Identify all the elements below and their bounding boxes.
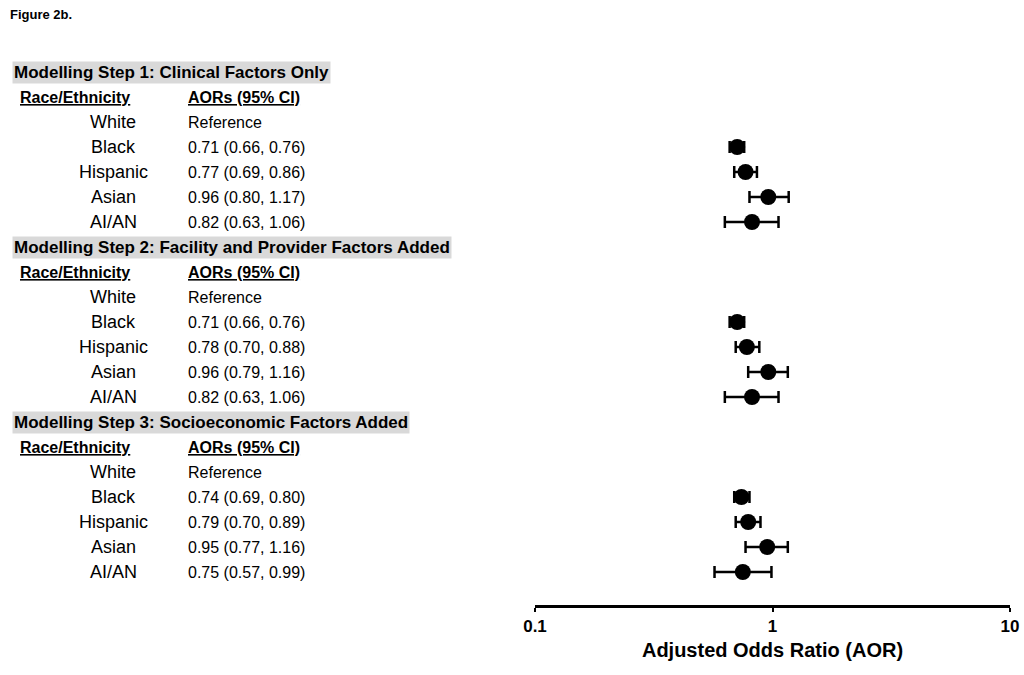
svg-text:White: White: [90, 462, 136, 482]
svg-text:AORs (95% CI): AORs (95% CI): [188, 439, 300, 456]
svg-text:0.71 (0.66, 0.76): 0.71 (0.66, 0.76): [188, 314, 305, 331]
svg-text:AI/AN: AI/AN: [90, 212, 137, 232]
svg-text:AI/AN: AI/AN: [90, 387, 137, 407]
svg-text:Race/Ethnicity: Race/Ethnicity: [20, 264, 130, 281]
svg-text:10: 10: [1001, 617, 1020, 636]
svg-text:0.77 (0.69, 0.86): 0.77 (0.69, 0.86): [188, 164, 305, 181]
svg-text:Reference: Reference: [188, 289, 262, 306]
svg-text:0.78 (0.70, 0.88): 0.78 (0.70, 0.88): [188, 339, 305, 356]
svg-text:Asian: Asian: [91, 362, 136, 382]
svg-text:Race/Ethnicity: Race/Ethnicity: [20, 439, 130, 456]
svg-text:White: White: [90, 112, 136, 132]
svg-text:Hispanic: Hispanic: [79, 337, 148, 357]
svg-text:0.79 (0.70, 0.89): 0.79 (0.70, 0.89): [188, 514, 305, 531]
svg-text:Adjusted Odds Ratio (AOR): Adjusted Odds Ratio (AOR): [642, 639, 903, 661]
svg-text:0.71 (0.66, 0.76): 0.71 (0.66, 0.76): [188, 139, 305, 156]
svg-text:AORs (95% CI): AORs (95% CI): [188, 264, 300, 281]
svg-text:AI/AN: AI/AN: [90, 562, 137, 582]
svg-text:Modelling Step 1: Clinical Fac: Modelling Step 1: Clinical Factors Only: [14, 63, 329, 82]
svg-text:0.96 (0.80, 1.17): 0.96 (0.80, 1.17): [188, 189, 305, 206]
svg-text:0.1: 0.1: [523, 617, 547, 636]
svg-text:0.82 (0.63, 1.06): 0.82 (0.63, 1.06): [188, 389, 305, 406]
svg-text:Hispanic: Hispanic: [79, 162, 148, 182]
svg-text:1: 1: [768, 617, 777, 636]
svg-text:0.74 (0.69, 0.80): 0.74 (0.69, 0.80): [188, 489, 305, 506]
svg-text:Modelling Step 2: Facility and: Modelling Step 2: Facility and Provider …: [14, 238, 450, 257]
svg-text:Black: Black: [91, 312, 136, 332]
svg-text:Asian: Asian: [91, 537, 136, 557]
svg-text:0.75 (0.57, 0.99): 0.75 (0.57, 0.99): [188, 564, 305, 581]
svg-text:Black: Black: [91, 137, 136, 157]
svg-text:0.95 (0.77, 1.16): 0.95 (0.77, 1.16): [188, 539, 305, 556]
svg-text:Reference: Reference: [188, 464, 262, 481]
svg-text:AORs (95% CI): AORs (95% CI): [188, 89, 300, 106]
svg-text:Figure 2b.: Figure 2b.: [10, 7, 72, 22]
svg-text:Modelling Step 3: Socioeconomi: Modelling Step 3: Socioeconomic Factors …: [14, 413, 408, 432]
svg-text:Black: Black: [91, 487, 136, 507]
svg-text:0.96 (0.79, 1.16): 0.96 (0.79, 1.16): [188, 364, 305, 381]
svg-text:0.82 (0.63, 1.06): 0.82 (0.63, 1.06): [188, 214, 305, 231]
svg-text:Hispanic: Hispanic: [79, 512, 148, 532]
svg-text:Asian: Asian: [91, 187, 136, 207]
svg-text:Race/Ethnicity: Race/Ethnicity: [20, 89, 130, 106]
svg-text:Reference: Reference: [188, 114, 262, 131]
svg-text:White: White: [90, 287, 136, 307]
